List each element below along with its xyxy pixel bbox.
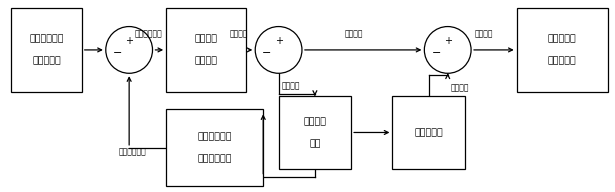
Bar — [517, 8, 608, 92]
Ellipse shape — [255, 26, 302, 73]
Text: +: + — [274, 36, 283, 46]
Text: 估算转速: 估算转速 — [229, 29, 248, 38]
Text: +: + — [443, 36, 452, 46]
Text: 转速: 转速 — [309, 139, 320, 148]
Text: 转速波动: 转速波动 — [474, 29, 493, 38]
Text: 稳态误差: 稳态误差 — [451, 84, 469, 93]
Text: −: − — [431, 48, 441, 58]
Text: 转速波动补: 转速波动补 — [548, 34, 576, 43]
Ellipse shape — [424, 26, 471, 73]
Text: 偿扭矩输出: 偿扭矩输出 — [548, 56, 576, 65]
Text: 低通滤波器: 低通滤波器 — [415, 128, 443, 137]
Text: 实际转速: 实际转速 — [282, 81, 300, 90]
Bar — [279, 96, 351, 169]
Text: −: − — [113, 48, 122, 58]
Text: 电机反馈: 电机反馈 — [303, 117, 327, 126]
Bar — [166, 8, 246, 92]
Bar — [11, 8, 82, 92]
Text: 有效加速扭矩: 有效加速扭矩 — [135, 29, 163, 38]
Text: +: + — [125, 36, 133, 46]
Text: 积分估算: 积分估算 — [194, 56, 218, 65]
Ellipse shape — [106, 26, 153, 73]
Text: 转速误差反馈: 转速误差反馈 — [197, 132, 232, 141]
Bar — [166, 109, 263, 186]
Text: 的扭矩请求: 的扭矩请求 — [32, 56, 61, 65]
Text: 驾驶员对电机: 驾驶员对电机 — [29, 34, 64, 43]
Bar — [392, 96, 465, 169]
Text: −: − — [262, 48, 272, 58]
Text: 转速误差: 转速误差 — [344, 29, 363, 38]
Text: 估算阻力扭矩: 估算阻力扭矩 — [118, 147, 146, 156]
Text: 阻力扭矩估算: 阻力扭矩估算 — [197, 154, 232, 163]
Text: 电机速度: 电机速度 — [194, 34, 218, 43]
